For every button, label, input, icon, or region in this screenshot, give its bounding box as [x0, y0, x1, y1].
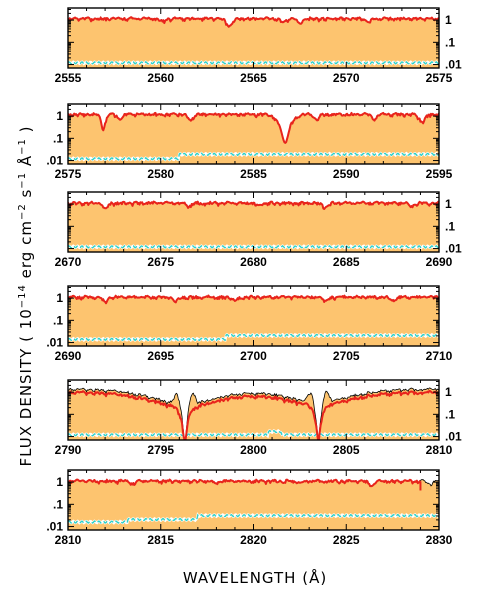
- x-tick-label: 2790: [55, 443, 82, 457]
- y-tick-label: .01: [445, 242, 462, 256]
- x-tick-label: 2690: [426, 255, 453, 269]
- y-title-exp1: −14: [17, 284, 28, 308]
- x-tick-label: 2805: [333, 443, 360, 457]
- y-axis-title: FLUX DENSITY ( 10−14 erg cm−2 s−1 Å−1 ): [16, 126, 35, 467]
- y-tick-label: .1: [53, 497, 63, 511]
- panel-3: 2670 2675 2680 2685 2690 1 .1 .01: [55, 191, 462, 269]
- y-tick-label: .1: [445, 35, 455, 49]
- y-tick-label: .01: [46, 520, 63, 534]
- x-tick-label: 2585: [240, 167, 267, 181]
- y-tick-label: 1: [445, 197, 452, 211]
- y-title-exp4: −1: [17, 138, 28, 155]
- x-tick-label: 2810: [426, 443, 453, 457]
- x-axis-title: WAVELENGTH (Å): [183, 568, 327, 587]
- panel-plot-area: [68, 200, 439, 252]
- x-tick-label: 2830: [426, 533, 453, 547]
- y-tick-label: .01: [445, 58, 462, 72]
- x-tick-label: 2575: [426, 71, 453, 85]
- x-tick-label: 2690: [55, 349, 82, 363]
- model-fill: [68, 112, 439, 164]
- x-tick-label: 2555: [55, 71, 82, 85]
- panel-4: 2690 2695 2700 2705 2710 1 .1 .01: [46, 285, 453, 363]
- y-tick-label: .1: [53, 131, 63, 145]
- y-title-exp3: −1: [17, 172, 28, 189]
- observed-line: [68, 200, 439, 210]
- panel-5: 2790 2795 2800 2805 2810 1 .1 .01: [55, 379, 462, 457]
- x-tick-label: 2675: [147, 255, 174, 269]
- error-line: [68, 333, 439, 342]
- model-fill: [68, 479, 439, 530]
- observed-line: [68, 111, 439, 144]
- observed-line: [68, 478, 421, 488]
- panel-plot-area: [68, 387, 439, 440]
- y-tick-label: 1: [445, 13, 452, 27]
- y-tick-label: .1: [53, 313, 63, 327]
- y-tick-label: .1: [445, 219, 455, 233]
- y-tick-label: 1: [56, 291, 63, 305]
- panel-plot-area: [68, 16, 439, 68]
- y-tick-label: .01: [445, 430, 462, 444]
- x-tick-label: 2670: [55, 255, 82, 269]
- y-title-suffix: ): [17, 126, 35, 139]
- y-tick-label: 1: [56, 109, 63, 123]
- panel-6: 2810 2815 2820 2825 2830 1 .1 .01: [46, 469, 453, 547]
- x-tick-label: 2710: [426, 349, 453, 363]
- y-title-exp2: −2: [17, 203, 28, 220]
- x-tick-label: 2560: [147, 71, 174, 85]
- x-tick-label: 2595: [426, 167, 453, 181]
- panel-1: 2555 2560 2565 2570 2575 1 .1 .01: [55, 7, 462, 85]
- x-tick-label: 2820: [240, 533, 267, 547]
- error-line: [68, 152, 439, 161]
- model-fill: [68, 17, 439, 68]
- error-halo: [68, 512, 439, 525]
- y-tick-label: 1: [56, 475, 63, 489]
- x-tick-label: 2575: [55, 167, 82, 181]
- y-tick-label: .01: [46, 154, 63, 168]
- x-tick-label: 2570: [333, 71, 360, 85]
- panel-2: 2575 2580 2585 2590 2595 1 .1 .01: [46, 103, 453, 181]
- x-tick-label: 2565: [240, 71, 267, 85]
- x-tick-label: 2685: [333, 255, 360, 269]
- panel-plot-area: [68, 478, 439, 530]
- model-fill: [68, 201, 439, 252]
- x-tick-label: 2705: [333, 349, 360, 363]
- x-tick-label: 2580: [147, 167, 174, 181]
- x-tick-label: 2680: [240, 255, 267, 269]
- x-tick-label: 2815: [147, 533, 174, 547]
- x-tick-label: 2825: [333, 533, 360, 547]
- x-tick-label: 2695: [147, 349, 174, 363]
- x-tick-label: 2810: [55, 533, 82, 547]
- observed-line: [68, 389, 439, 440]
- y-title-prefix: FLUX DENSITY ( 10: [17, 308, 35, 466]
- panel-plot-area: [68, 111, 439, 164]
- model-line: [68, 387, 439, 440]
- y-title-mid3: Å: [16, 155, 35, 172]
- observed-line: [68, 294, 439, 305]
- y-title-mid1: erg cm: [17, 220, 35, 284]
- x-tick-label: 2800: [240, 443, 267, 457]
- y-title-mid2: s: [17, 189, 35, 204]
- x-tick-label: 2795: [147, 443, 174, 457]
- x-tick-label: 2590: [333, 167, 360, 181]
- x-tick-label: 2700: [240, 349, 267, 363]
- panel-plot-area: [68, 294, 439, 346]
- y-tick-label: .01: [46, 336, 63, 350]
- y-tick-label: 1: [445, 385, 452, 399]
- observed-line: [68, 16, 439, 28]
- y-tick-label: .1: [445, 407, 455, 421]
